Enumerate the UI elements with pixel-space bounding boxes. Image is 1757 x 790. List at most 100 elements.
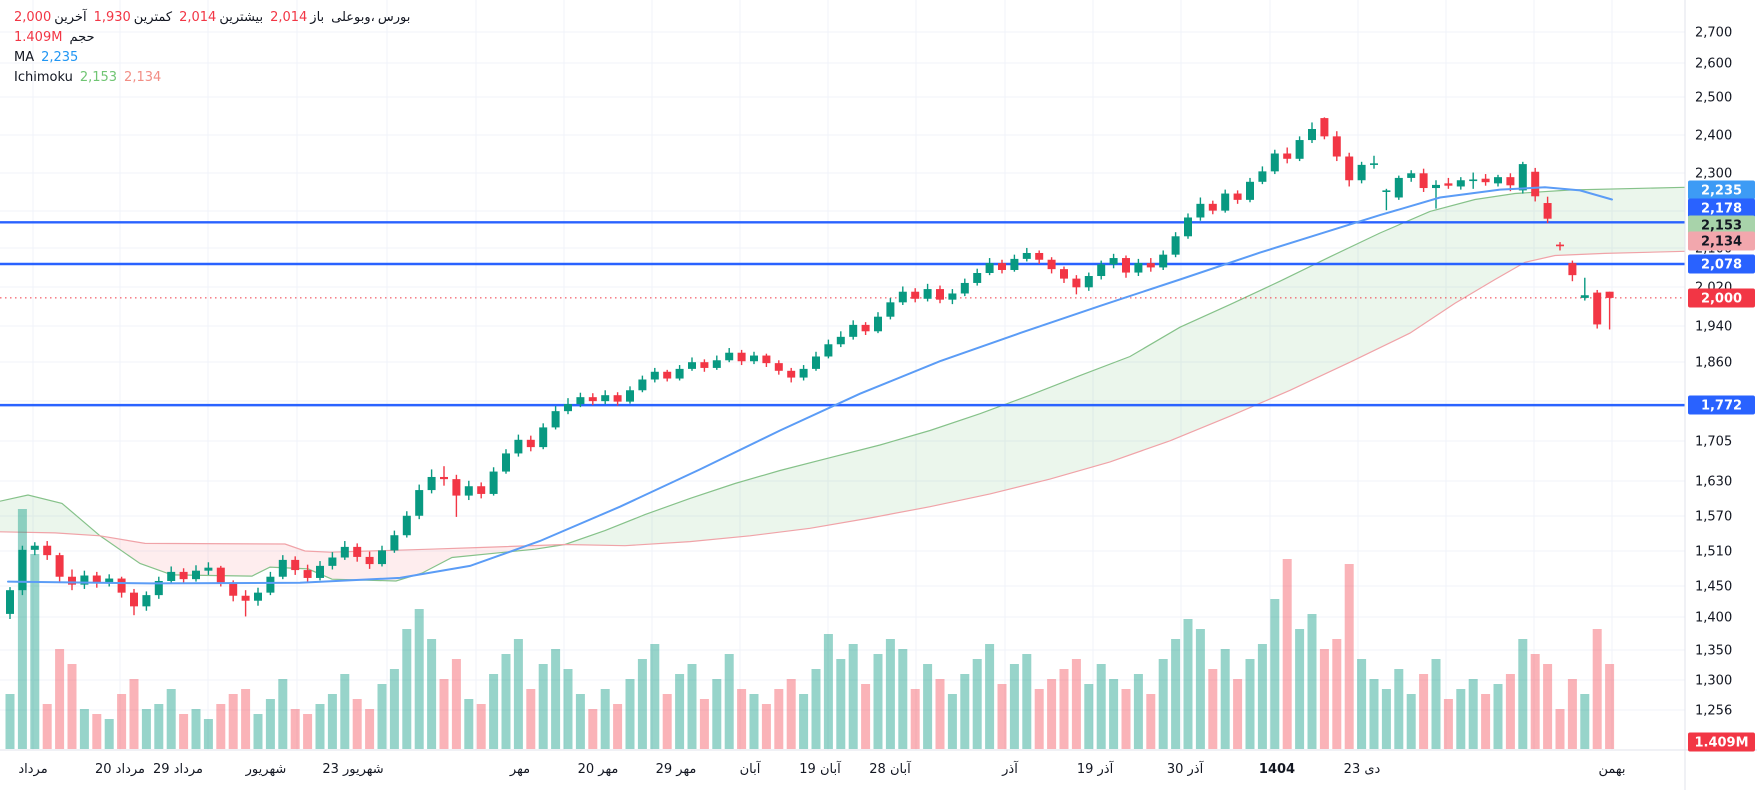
price-badge: [1688, 215, 1755, 235]
volume-bar: [637, 659, 647, 749]
candle: [43, 545, 52, 556]
candle: [1568, 263, 1577, 276]
volume-value: 1.409M: [14, 30, 63, 45]
volume-bar: [228, 694, 238, 749]
volume-bar: [538, 664, 548, 749]
price-badge-label: 2,134: [1701, 235, 1742, 250]
time-axis-label: آبان: [740, 760, 762, 777]
candle: [1456, 180, 1465, 187]
volume-bar: [253, 714, 263, 749]
volume-bar: [55, 649, 65, 749]
volume-bar: [1109, 679, 1119, 749]
low-value: 1,930: [93, 10, 131, 25]
price-tick-label: 1,450: [1695, 580, 1732, 595]
price-axis[interactable]: 2,7002,6002,5002,4002,3002,1002,0201,940…: [1695, 26, 1732, 719]
candle: [415, 490, 424, 516]
price-tick-label: 1,940: [1695, 320, 1732, 335]
volume-bar: [947, 694, 957, 749]
volume-bar: [1369, 679, 1379, 749]
candle: [440, 476, 448, 480]
volume-bar: [761, 704, 771, 749]
volume-bar: [836, 659, 846, 749]
candle: [1308, 129, 1316, 141]
candle: [551, 411, 560, 428]
volume-bar: [935, 679, 945, 749]
candle: [216, 567, 225, 583]
time-axis-label: 30 آذر: [1167, 760, 1205, 777]
candle: [812, 356, 820, 369]
candle: [464, 486, 473, 496]
volume-bar: [588, 709, 598, 749]
candle: [973, 272, 982, 283]
candle: [1332, 136, 1341, 157]
volume-bar: [960, 674, 970, 749]
legend-last: 2,000 آخرین: [14, 8, 87, 27]
candle: [948, 293, 957, 300]
candle: [712, 360, 721, 368]
volume-bar: [340, 674, 350, 749]
candle: [427, 476, 436, 491]
candle: [675, 368, 684, 379]
volume-bar: [997, 684, 1007, 749]
symbol-name: وبوعلی،: [331, 10, 375, 25]
volume-bar: [1257, 644, 1267, 749]
ma-label: MA: [14, 50, 35, 65]
candle: [750, 355, 758, 362]
candle: [836, 336, 845, 345]
volume-bar: [823, 634, 833, 749]
time-axis-label: 20 مرداد: [95, 762, 145, 777]
price-tick-label: 2,600: [1695, 57, 1732, 72]
last-label: آخرین: [54, 10, 87, 25]
volume-bar: [1456, 689, 1466, 749]
grid-lines: [0, 0, 1685, 750]
symbol-title[interactable]: وبوعلی، بورس: [331, 8, 410, 27]
candle: [1518, 164, 1527, 191]
candle: [1097, 264, 1106, 277]
volume-bar: [1195, 629, 1205, 749]
candle: [613, 395, 622, 402]
legend-ma-row[interactable]: MA 2,235: [14, 48, 410, 67]
candle: [278, 559, 287, 577]
candle: [1357, 164, 1366, 181]
candle: [886, 302, 895, 317]
candle: [526, 439, 535, 448]
candle: [179, 571, 188, 580]
candle: [142, 595, 151, 607]
price-tick-label: 2,400: [1695, 129, 1732, 144]
candle: [1184, 217, 1192, 237]
candle: [154, 580, 163, 596]
candle: [68, 576, 76, 585]
volume-bar: [1022, 654, 1032, 749]
candle: [378, 550, 386, 565]
candle: [725, 352, 734, 361]
price-badge: [1688, 180, 1755, 200]
volume-bar: [526, 689, 536, 749]
candle: [1432, 184, 1440, 189]
candle: [80, 575, 89, 585]
horizontal-level-lines[interactable]: [0, 221, 1685, 407]
time-axis-label: 29 مرداد: [153, 762, 203, 777]
volume-bar: [365, 709, 375, 749]
price-badge: [1688, 231, 1755, 251]
volume-bar: [1381, 689, 1391, 749]
volume-bar: [650, 644, 660, 749]
volume-bar: [67, 664, 77, 749]
volume-bar: [303, 714, 313, 749]
volume-bar: [1419, 674, 1429, 749]
volume-bar: [662, 694, 672, 749]
candle: [365, 556, 374, 565]
candle: [514, 439, 523, 454]
candle: [1035, 252, 1044, 260]
legend-ichimoku-row[interactable]: Ichimoku 2,153 2,134: [14, 68, 410, 87]
volume-bar: [799, 694, 809, 749]
time-axis[interactable]: مرداد 20 مرداد 29 مرداد شهریور 23 شهریور مهر 2…: [18, 760, 1625, 777]
volume-bar: [724, 654, 734, 749]
volume-bar: [389, 669, 399, 749]
price-badge: [1688, 395, 1755, 415]
volume-bar: [699, 699, 709, 749]
senkou-span-a-line: [0, 186, 1686, 582]
candle: [1270, 153, 1279, 172]
